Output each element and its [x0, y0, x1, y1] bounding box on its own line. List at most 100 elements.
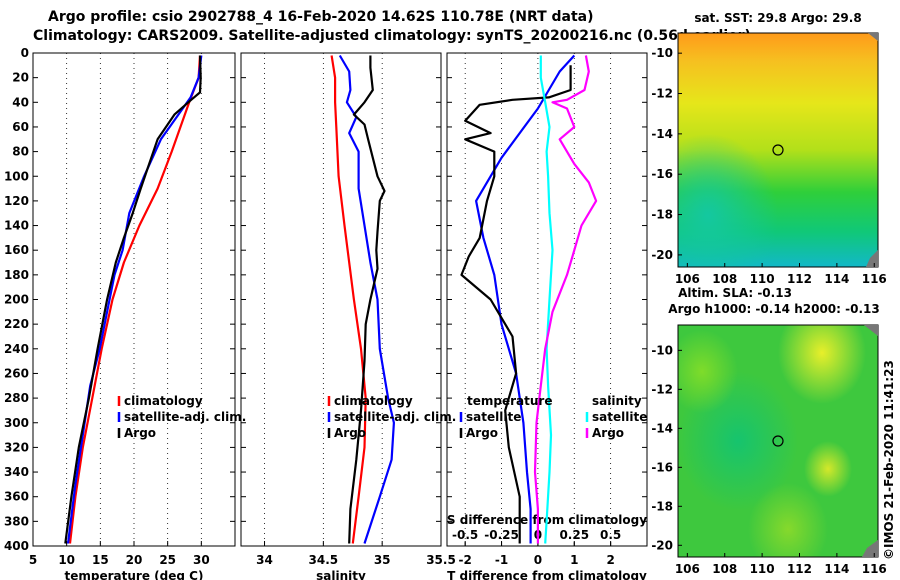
sst-map-y-tick-label: -14 — [651, 127, 673, 141]
difference-x-tick-label: -2 — [459, 553, 472, 567]
sst-land-se — [866, 250, 878, 267]
sst-map-y-tick-label: -20 — [651, 248, 673, 262]
difference-legend-salinity-heading: salinity — [592, 394, 642, 408]
temperature-plot-frame — [32, 52, 236, 547]
sst-map-y-tick-label: -16 — [651, 167, 673, 181]
salinity-x-tick-label: 35 — [374, 553, 391, 567]
sla-map-x-tick-label: 106 — [675, 562, 700, 576]
difference-x-tick-label: -1 — [495, 553, 508, 567]
difference-s-tick-label: -0.5 — [452, 528, 478, 542]
difference-legend-temperature-label: satellite — [466, 410, 521, 424]
difference-s-tick-label: -0.25 — [484, 528, 519, 542]
sla-map-x-tick-label: 110 — [750, 562, 775, 576]
depth-tick-label: 300 — [4, 416, 29, 430]
sst-map-panel: sat. SST: 29.8 Argo: 29.8 106 108 110 112 11… — [651, 11, 886, 286]
difference-legend-temperature-label: Argo — [466, 426, 498, 440]
depth-tick-label: 120 — [4, 194, 29, 208]
sst-map-x-tick-label: 116 — [862, 272, 887, 286]
temperature-x-axis-label: temperature (deg C) — [65, 569, 204, 580]
difference-legend-salinity-label: satellite — [592, 410, 647, 424]
temperature-series-climatology — [68, 55, 202, 544]
sla-map-x-tick-label: 112 — [787, 562, 812, 576]
figure-title-line1: Argo profile: csio 2902788_4 16-Feb-2020… — [48, 9, 594, 25]
temperature-legend-label: satellite-adj. clim. — [124, 410, 246, 424]
salinity-series-climatology — [330, 55, 367, 544]
depth-tick-label: 80 — [12, 145, 29, 159]
sst-map-title: sat. SST: 29.8 Argo: 29.8 — [694, 11, 861, 25]
sla-map-panel: Altim. SLA: -0.13 Argo h1000: -0.14 h200… — [651, 286, 886, 576]
sla-map-x-tick-label: 114 — [824, 562, 849, 576]
depth-tick-label: 320 — [4, 440, 29, 454]
difference-series-salinity-argo — [533, 55, 598, 544]
sla-map-y-tick-label: -10 — [651, 343, 673, 357]
sla-map-title-line1: Altim. SLA: -0.13 — [678, 286, 792, 300]
depth-tick-label: 160 — [4, 243, 29, 257]
salinity-x-tick-label: 35.5 — [426, 553, 456, 567]
sst-profile-location-marker — [772, 144, 784, 156]
sst-map-x-tick-label: 114 — [824, 272, 849, 286]
sst-map-x-tick-label: 110 — [750, 272, 775, 286]
temperature-legend-label: Argo — [124, 426, 156, 440]
depth-tick-label: 220 — [4, 317, 29, 331]
sst-map-x-tick-label: 106 — [675, 272, 700, 286]
depth-tick-label: 100 — [4, 169, 29, 183]
sst-map-x-tick-label: 112 — [787, 272, 812, 286]
sst-map-y-tick-label: -12 — [651, 87, 673, 101]
salinity-legend-label: satellite-adj. clim. — [334, 410, 456, 424]
difference-x-tick-label: 1 — [570, 553, 578, 567]
temperature-legend-label: climatology — [124, 394, 203, 408]
depth-tick-label: 60 — [12, 120, 29, 134]
sla-map-title-line2: Argo h1000: -0.14 h2000: -0.13 — [668, 302, 879, 316]
sst-map-frame — [677, 32, 879, 268]
sla-land-ne — [864, 325, 878, 336]
difference-series-salinity-satellite — [539, 55, 554, 544]
sla-map-y-tick-label: -16 — [651, 460, 673, 474]
salinity-plot-frame — [240, 52, 442, 547]
sla-map-y-tick-label: -20 — [651, 538, 673, 552]
difference-x-tick-label: 0 — [534, 553, 542, 567]
temperature-series-satellite-adj-clim- — [66, 55, 203, 544]
difference-x-axis-label: T difference from climatology — [447, 569, 647, 580]
sst-field-shading — [678, 33, 878, 267]
difference-series-temperature-argo — [460, 65, 572, 544]
salinity-profile-panel: 34 34.5 35 35.5 salinity climatology satellite… — [240, 52, 456, 580]
difference-series-temperature-satellite — [475, 54, 576, 544]
temperature-x-tick-label: 25 — [159, 553, 176, 567]
temperature-x-tick-label: 5 — [29, 553, 37, 567]
salinity-x-axis-label: salinity — [316, 569, 366, 580]
sla-map-y-tick-label: -14 — [651, 421, 673, 435]
sla-field-shading-5 — [678, 325, 878, 557]
temperature-x-tick-label: 20 — [126, 553, 143, 567]
salinity-series-satellite-adj-clim- — [338, 54, 395, 544]
depth-tick-label: 380 — [4, 514, 29, 528]
sla-map-x-tick-label: 108 — [712, 562, 737, 576]
figure-title-line2: Climatology: CARS2009. Satellite-adjuste… — [33, 28, 751, 44]
salinity-x-tick-label: 34.5 — [309, 553, 339, 567]
sla-map-frame — [677, 324, 879, 558]
sla-profile-location-marker — [772, 435, 784, 447]
sst-map-y-tick-label: -10 — [651, 46, 673, 60]
depth-tick-label: 260 — [4, 366, 29, 380]
sst-land-ne — [868, 33, 878, 41]
depth-tick-label: 40 — [12, 95, 29, 109]
depth-tick-label: 360 — [4, 490, 29, 504]
temperature-profile-panel: 5 10 15 20 25 30 temperature (deg C) 0 20 40 60 80 1… — [4, 46, 246, 580]
difference-x-tick-label: 2 — [606, 553, 614, 567]
difference-legend-salinity-label: Argo — [592, 426, 624, 440]
sla-land-se — [862, 540, 878, 557]
depth-tick-label: 20 — [12, 71, 29, 85]
salinity-legend-label: climatology — [334, 394, 413, 408]
depth-tick-label: 280 — [4, 391, 29, 405]
depth-tick-label: 140 — [4, 219, 29, 233]
difference-s-tick-label: 0.25 — [559, 528, 589, 542]
salinity-x-tick-label: 34 — [256, 553, 273, 567]
temperature-x-tick-label: 30 — [193, 553, 210, 567]
temperature-x-tick-label: 15 — [92, 553, 109, 567]
sla-map-x-tick-label: 116 — [862, 562, 887, 576]
depth-tick-label: 0 — [21, 46, 29, 60]
sla-map-y-tick-label: -18 — [651, 499, 673, 513]
depth-tick-label: 340 — [4, 465, 29, 479]
salinity-series-argo — [348, 55, 386, 544]
